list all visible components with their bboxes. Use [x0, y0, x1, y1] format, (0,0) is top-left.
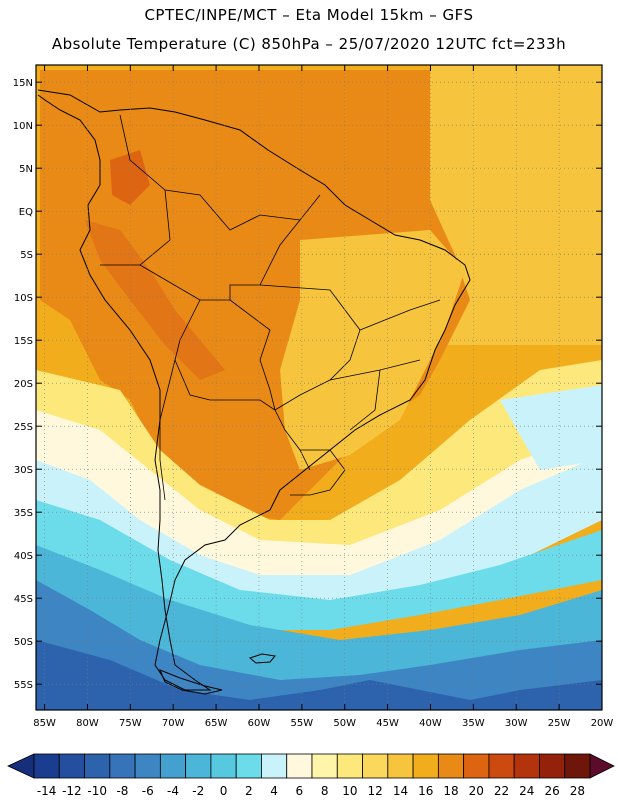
colorbar-label: 0: [220, 784, 228, 798]
colorbar-label: -8: [116, 784, 128, 798]
lon-label: 35W: [462, 718, 485, 729]
field-atlantic-cyan: [500, 385, 602, 470]
map-frame: [35, 64, 603, 711]
colorbar-label: -2: [192, 784, 204, 798]
colorbar-swatch: [286, 753, 313, 779]
lat-label: 15S: [14, 336, 33, 347]
colorbar-swatch: [488, 753, 515, 779]
country-borders: [100, 114, 441, 501]
colorbar-label: 22: [494, 784, 509, 798]
lon-label: 65W: [205, 718, 228, 729]
colorbar-label: -12: [62, 784, 82, 798]
colorbar-swatch: [84, 753, 111, 779]
lon-label: 50W: [333, 718, 356, 729]
coastline-falklands: [248, 653, 276, 664]
colorbar-label: 18: [443, 784, 458, 798]
longitude-labels: 85W 80W 75W 70W 65W 60W 55W 50W 45W 40W 35W 30W 25W 2…: [33, 718, 613, 729]
lat-label: 50S: [14, 637, 33, 648]
lat-label: 40S: [14, 551, 33, 562]
colorbar: -14 -12 -10 -8 -6 -4 -2 0 2 4 6 8 10 12 14 16 18 20 22 24 26…: [7, 753, 615, 798]
field-blue-deep: [36, 640, 602, 710]
lon-label: 25W: [548, 718, 571, 729]
lat-label: 45S: [14, 594, 33, 605]
colorbar-swatch: [134, 753, 161, 779]
temperature-field: [36, 65, 602, 710]
lon-label: 85W: [33, 718, 56, 729]
lon-label: 80W: [76, 718, 99, 729]
colorbar-swatch: [235, 753, 262, 779]
title-line-2: Absolute Temperature (C) 850hPa – 25/07/…: [51, 35, 567, 53]
field-hot-peru: [85, 220, 225, 380]
colorbar-label: -4: [167, 784, 179, 798]
colorbar-swatch: [210, 753, 237, 779]
colorbar-label: 2: [245, 784, 253, 798]
colorbar-swatch: [159, 753, 187, 779]
lon-label: 40W: [419, 718, 442, 729]
lon-label: 60W: [248, 718, 271, 729]
lat-label: 10N: [13, 121, 33, 132]
colorbar-label: 6: [296, 784, 304, 798]
colorbar-swatch: [412, 753, 439, 779]
lon-label: 30W: [505, 718, 528, 729]
colorbar-label: 16: [418, 784, 433, 798]
colorbar-over-arrow: [589, 753, 615, 779]
colorbar-swatch: [185, 753, 212, 779]
lat-label: 35S: [14, 508, 33, 519]
lat-label: 5S: [20, 250, 33, 261]
colorbar-label: 26: [544, 784, 559, 798]
colorbar-label: 8: [321, 784, 329, 798]
colorbar-label: 4: [270, 784, 278, 798]
lat-label: 30S: [14, 465, 33, 476]
lat-label: EQ: [19, 207, 33, 218]
lon-label: 55W: [291, 718, 314, 729]
colorbar-swatch: [261, 753, 288, 779]
colorbar-label: -6: [142, 784, 154, 798]
lat-label: 55S: [14, 680, 33, 691]
colorbar-swatch: [109, 753, 136, 779]
lat-label: 10S: [14, 293, 33, 304]
latitude-labels: 15N 10N 5N EQ 5S 10S 15S 20S 25S 30S 35S 40S 45S 50S 5…: [13, 78, 33, 691]
lat-label: 15N: [13, 78, 33, 89]
lat-label: 20S: [14, 379, 33, 390]
colorbar-swatch: [539, 753, 566, 779]
colorbar-label: 10: [342, 784, 357, 798]
colorbar-swatch: [437, 753, 465, 779]
colorbar-swatch: [463, 753, 490, 779]
lon-label: 70W: [162, 718, 185, 729]
lon-label: 20W: [591, 718, 614, 729]
field-cyan-mid: [36, 500, 602, 630]
title-line-1: CPTEC/INPE/MCT – Eta Model 15km – GFS: [144, 6, 474, 24]
colorbar-swatch: [564, 753, 591, 779]
lat-label: 5N: [19, 164, 33, 175]
colorbar-label: 14: [393, 784, 408, 798]
colorbar-swatch: [58, 753, 85, 779]
lon-label: 75W: [119, 718, 142, 729]
colorbar-label: -10: [87, 784, 107, 798]
colorbar-swatch: [387, 753, 414, 779]
colorbar-swatch: [362, 753, 389, 779]
colorbar-swatch: [311, 753, 338, 779]
colorbar-label: 24: [519, 784, 534, 798]
colorbar-label: 12: [368, 784, 383, 798]
field-pale-band: [36, 410, 602, 580]
colorbar-label: 20: [469, 784, 484, 798]
colorbar-swatch: [33, 753, 60, 779]
coastline-tierra-del-fuego: [159, 669, 223, 695]
field-hot-colombia: [110, 150, 150, 205]
colorbar-label: -14: [37, 784, 57, 798]
colorbar-swatch: [336, 753, 363, 779]
coastline-south-america: [37, 89, 471, 691]
lat-label: 25S: [14, 422, 33, 433]
colorbar-under-arrow: [7, 753, 35, 779]
colorbar-label: 28: [570, 784, 585, 798]
colorbar-swatch: [513, 753, 540, 779]
lon-label: 45W: [376, 718, 399, 729]
axis-ticks: [36, 65, 603, 710]
